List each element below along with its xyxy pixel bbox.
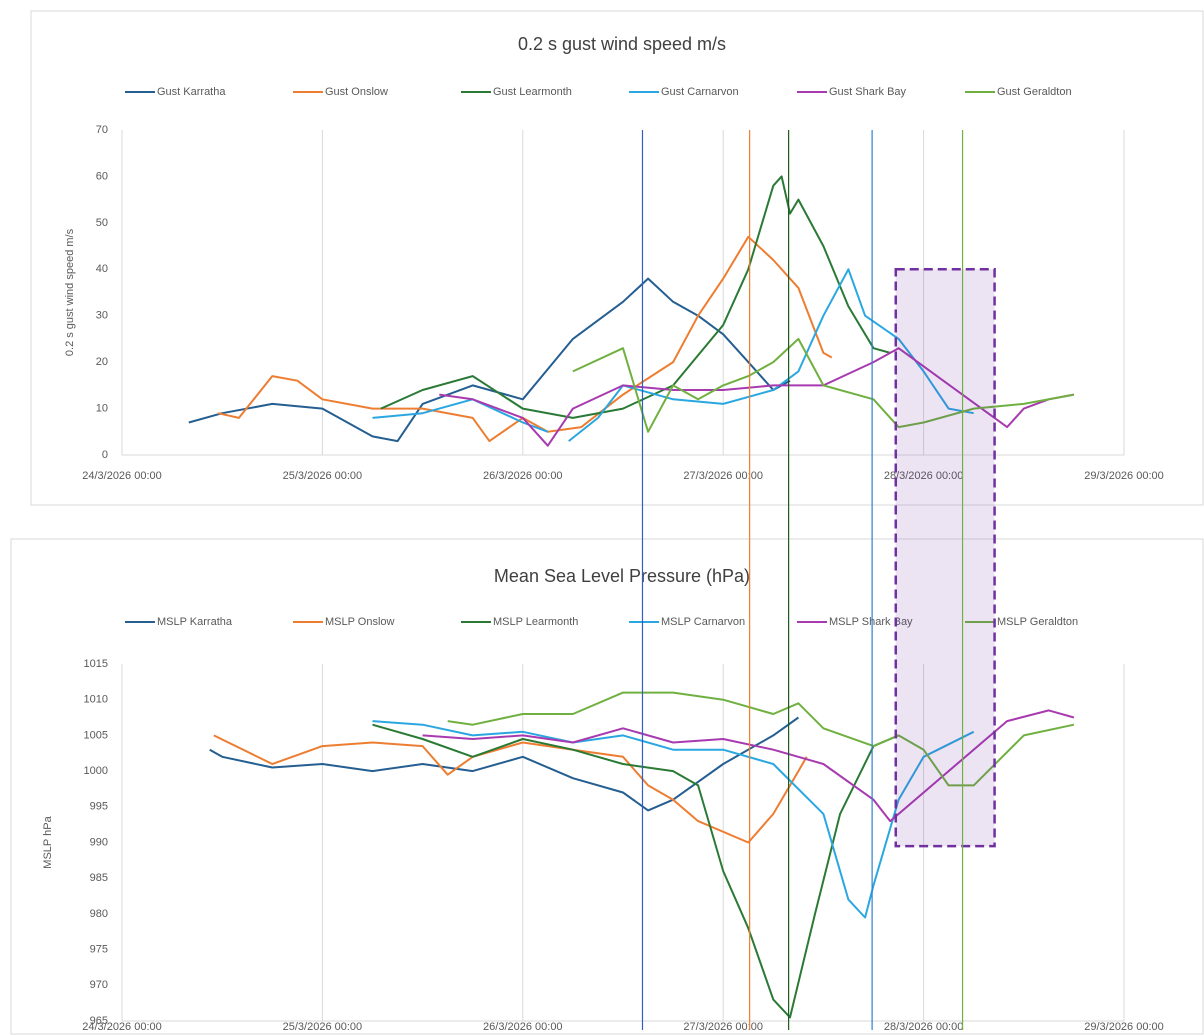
legend-label: MSLP Onslow: [325, 616, 395, 628]
x-tick-label: 26/3/2026 00:00: [483, 1021, 563, 1033]
x-tick-label: 26/3/2026 00:00: [483, 470, 563, 482]
y-tick-label: 965: [90, 1015, 108, 1027]
x-tick-label: 24/3/2026 00:00: [82, 470, 162, 482]
legend-label: Gust Shark Bay: [829, 86, 907, 98]
y-axis-label: MSLP hPa: [42, 815, 54, 868]
y-axis-label: 0.2 s gust wind speed m/s: [64, 228, 76, 356]
x-tick-label: 29/3/2026 00:00: [1084, 1021, 1164, 1033]
legend-label: Gust Carnarvon: [661, 86, 739, 98]
y-tick-label: 30: [96, 310, 108, 322]
series-line: [380, 175, 891, 419]
y-tick-label: 1005: [84, 729, 108, 741]
y-tick-label: 10: [96, 402, 108, 414]
y-tick-label: 1015: [84, 658, 108, 670]
legend-label: MSLP Learmonth: [493, 616, 578, 628]
legend-label: Gust Geraldton: [997, 86, 1072, 98]
series-line: [422, 709, 1075, 823]
x-tick-label: 25/3/2026 00:00: [283, 1021, 363, 1033]
series-line: [439, 347, 1075, 447]
series-line: [209, 716, 799, 812]
x-tick-label: 25/3/2026 00:00: [283, 470, 363, 482]
x-tick-label: 24/3/2026 00:00: [82, 1021, 162, 1033]
legend-label: Gust Karratha: [157, 86, 226, 98]
x-tick-label: 28/3/2026 00:00: [884, 1021, 964, 1033]
bottom-panel: [10, 538, 1204, 1035]
series-line: [572, 337, 1075, 433]
y-tick-label: 975: [90, 944, 108, 956]
y-tick-label: 970: [90, 979, 108, 991]
legend-label: Gust Onslow: [325, 86, 388, 98]
x-tick-label: 27/3/2026 00:00: [683, 1021, 763, 1033]
y-tick-label: 60: [96, 170, 108, 182]
series-line: [447, 691, 1075, 787]
y-tick-label: 20: [96, 356, 108, 368]
y-tick-label: 990: [90, 836, 108, 848]
y-tick-label: 1010: [84, 694, 108, 706]
legend-label: MSLP Shark Bay: [829, 616, 913, 628]
y-tick-label: 50: [96, 217, 108, 229]
legend-label: MSLP Carnarvon: [661, 616, 745, 628]
y-tick-label: 1000: [84, 765, 108, 777]
x-tick-label: 28/3/2026 00:00: [884, 470, 964, 482]
series-line: [372, 723, 899, 1019]
chart-title: 0.2 s gust wind speed m/s: [518, 34, 726, 54]
legend-label: Gust Learmonth: [493, 86, 572, 98]
x-tick-label: 27/3/2026 00:00: [683, 470, 763, 482]
x-tick-label: 29/3/2026 00:00: [1084, 470, 1164, 482]
y-tick-label: 995: [90, 801, 108, 813]
legend-label: MSLP Geraldton: [997, 616, 1078, 628]
legend-label: MSLP Karratha: [157, 616, 233, 628]
y-tick-label: 985: [90, 872, 108, 884]
highlight-box: [894, 268, 996, 848]
chart-title: Mean Sea Level Pressure (hPa): [494, 566, 750, 586]
series-line: [188, 277, 791, 443]
y-tick-label: 70: [96, 124, 108, 136]
y-tick-label: 40: [96, 263, 108, 275]
series-line: [372, 720, 975, 919]
y-tick-label: 0: [102, 449, 108, 461]
top-panel: [30, 10, 1204, 506]
y-tick-label: 980: [90, 908, 108, 920]
